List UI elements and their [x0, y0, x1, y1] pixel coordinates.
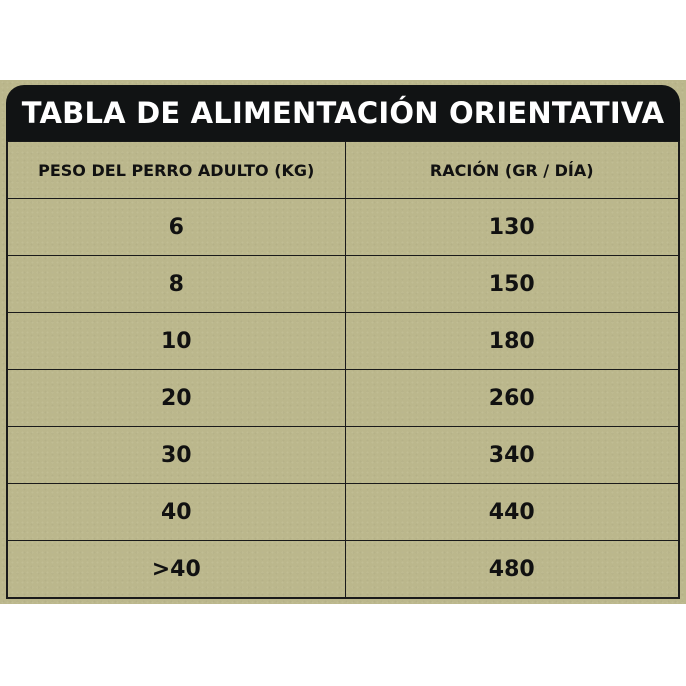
table-row: 8 150 — [6, 255, 680, 313]
weight-cell: 20 — [6, 369, 346, 427]
table-row: 30 340 — [6, 426, 680, 484]
title-text: TABLA DE ALIMENTACIÓN ORIENTATIVA — [21, 96, 665, 130]
header-weight: PESO DEL PERRO ADULTO (KG) — [6, 141, 346, 199]
feeding-table: PESO DEL PERRO ADULTO (KG) RACIÓN (GR / … — [6, 141, 680, 599]
weight-cell: 30 — [6, 426, 346, 484]
ration-cell: 340 — [344, 426, 680, 484]
header-ration: RACIÓN (GR / DÍA) — [344, 141, 680, 199]
ration-cell: 260 — [344, 369, 680, 427]
ration-cell: 440 — [344, 483, 680, 541]
ration-cell: 150 — [344, 255, 680, 313]
weight-cell: 8 — [6, 255, 346, 313]
table-row: 10 180 — [6, 312, 680, 370]
weight-cell: >40 — [6, 540, 346, 599]
header-row: PESO DEL PERRO ADULTO (KG) RACIÓN (GR / … — [6, 141, 680, 199]
ration-cell: 130 — [344, 198, 680, 256]
table-title: TABLA DE ALIMENTACIÓN ORIENTATIVA — [6, 85, 680, 141]
table-row: 20 260 — [6, 369, 680, 427]
weight-cell: 6 — [6, 198, 346, 256]
ration-cell: 180 — [344, 312, 680, 370]
weight-cell: 10 — [6, 312, 346, 370]
ration-cell: 480 — [344, 540, 680, 599]
table-row: 6 130 — [6, 198, 680, 256]
weight-cell: 40 — [6, 483, 346, 541]
table-row: 40 440 — [6, 483, 680, 541]
table-row: >40 480 — [6, 540, 680, 599]
